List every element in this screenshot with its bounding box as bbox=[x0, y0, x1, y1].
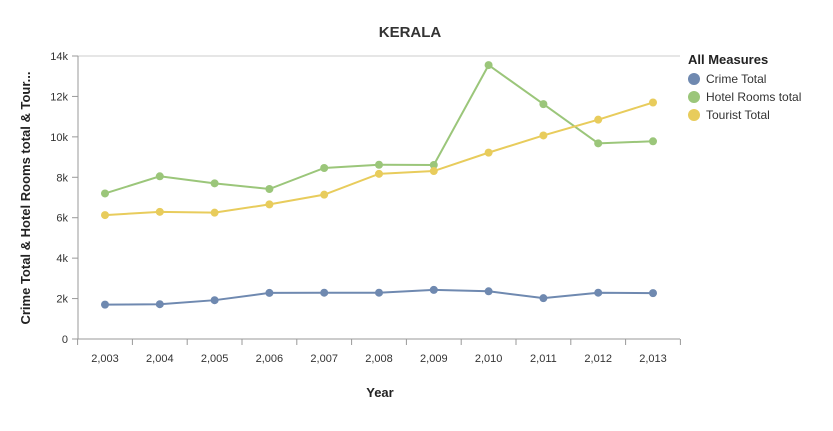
data-point bbox=[155, 300, 164, 309]
data-point bbox=[210, 179, 219, 188]
legend-label: Crime Total bbox=[706, 72, 766, 86]
data-point bbox=[484, 287, 493, 296]
data-point bbox=[375, 169, 383, 178]
data-point bbox=[539, 131, 548, 140]
y-tick-label: 14k bbox=[50, 51, 68, 63]
data-point bbox=[320, 163, 329, 172]
x-tick-label: 2,010 bbox=[475, 353, 503, 365]
x-axis: 2,003 2,004 2,005 2,006 2,007 2,008 2,009 2,010… bbox=[77, 338, 681, 365]
data-point bbox=[375, 288, 383, 297]
data-point bbox=[375, 160, 383, 169]
series-line bbox=[104, 101, 654, 217]
data-point bbox=[265, 288, 274, 297]
x-tick-label: 2,005 bbox=[201, 353, 229, 365]
x-tick-label: 2,013 bbox=[639, 353, 667, 365]
series-crime-total bbox=[101, 285, 657, 309]
data-point bbox=[101, 300, 109, 309]
data-point bbox=[649, 98, 657, 107]
x-tick-label: 2,008 bbox=[365, 353, 393, 365]
data-point bbox=[649, 289, 657, 298]
x-tick-label: 2,006 bbox=[256, 353, 284, 365]
x-tick-label: 2,003 bbox=[91, 353, 119, 365]
x-axis-title: Year bbox=[366, 385, 393, 400]
data-point bbox=[429, 160, 438, 169]
y-axis-title: Crime Total & Hotel Rooms total & Tour..… bbox=[18, 71, 33, 324]
data-point bbox=[594, 139, 603, 148]
chart-title: KERALA bbox=[379, 24, 442, 41]
legend-title: All Measures bbox=[688, 52, 768, 67]
legend-marker bbox=[688, 73, 700, 85]
data-point bbox=[484, 148, 493, 157]
x-tick-label: 2,004 bbox=[146, 353, 174, 365]
data-point bbox=[429, 285, 438, 294]
x-tick-label: 2,011 bbox=[530, 353, 557, 365]
data-point bbox=[101, 211, 109, 220]
data-point bbox=[210, 296, 219, 305]
data-point bbox=[484, 61, 493, 70]
y-tick-label: 4k bbox=[56, 253, 68, 265]
data-point bbox=[210, 208, 219, 217]
y-tick-label: 8k bbox=[56, 172, 68, 184]
data-point bbox=[539, 294, 548, 303]
data-point bbox=[649, 137, 657, 146]
legend-label: Hotel Rooms total bbox=[706, 90, 801, 104]
data-point bbox=[320, 190, 329, 199]
data-point bbox=[265, 185, 274, 194]
x-tick-label: 2,012 bbox=[584, 353, 612, 365]
data-point bbox=[155, 172, 164, 181]
series-tourist-total bbox=[101, 98, 657, 220]
data-point bbox=[265, 200, 274, 209]
data-point bbox=[429, 167, 438, 176]
legend-label: Tourist Total bbox=[706, 108, 770, 122]
data-point bbox=[594, 115, 603, 124]
y-tick-label: 12k bbox=[50, 91, 68, 103]
data-point bbox=[320, 288, 329, 297]
y-tick-label: 2k bbox=[56, 294, 68, 306]
data-point bbox=[101, 189, 109, 198]
legend-marker bbox=[688, 109, 700, 121]
x-tick-label: 2,007 bbox=[310, 353, 338, 365]
series-hotel-rooms-total bbox=[101, 61, 657, 198]
series-layer bbox=[101, 61, 657, 309]
y-tick-label: 10k bbox=[50, 132, 68, 144]
y-tick-label: 0 bbox=[62, 334, 68, 346]
data-point bbox=[155, 207, 164, 216]
data-point bbox=[594, 288, 603, 297]
x-tick-label: 2,009 bbox=[420, 353, 448, 365]
legend-marker bbox=[688, 91, 700, 103]
data-point bbox=[539, 100, 548, 109]
legend: All Measures Crime Total Hotel Rooms tota… bbox=[688, 52, 801, 122]
y-tick-label: 6k bbox=[56, 213, 68, 225]
y-axis: 0 2k 4k 6k 8k 10k 12k 14k bbox=[50, 51, 680, 346]
